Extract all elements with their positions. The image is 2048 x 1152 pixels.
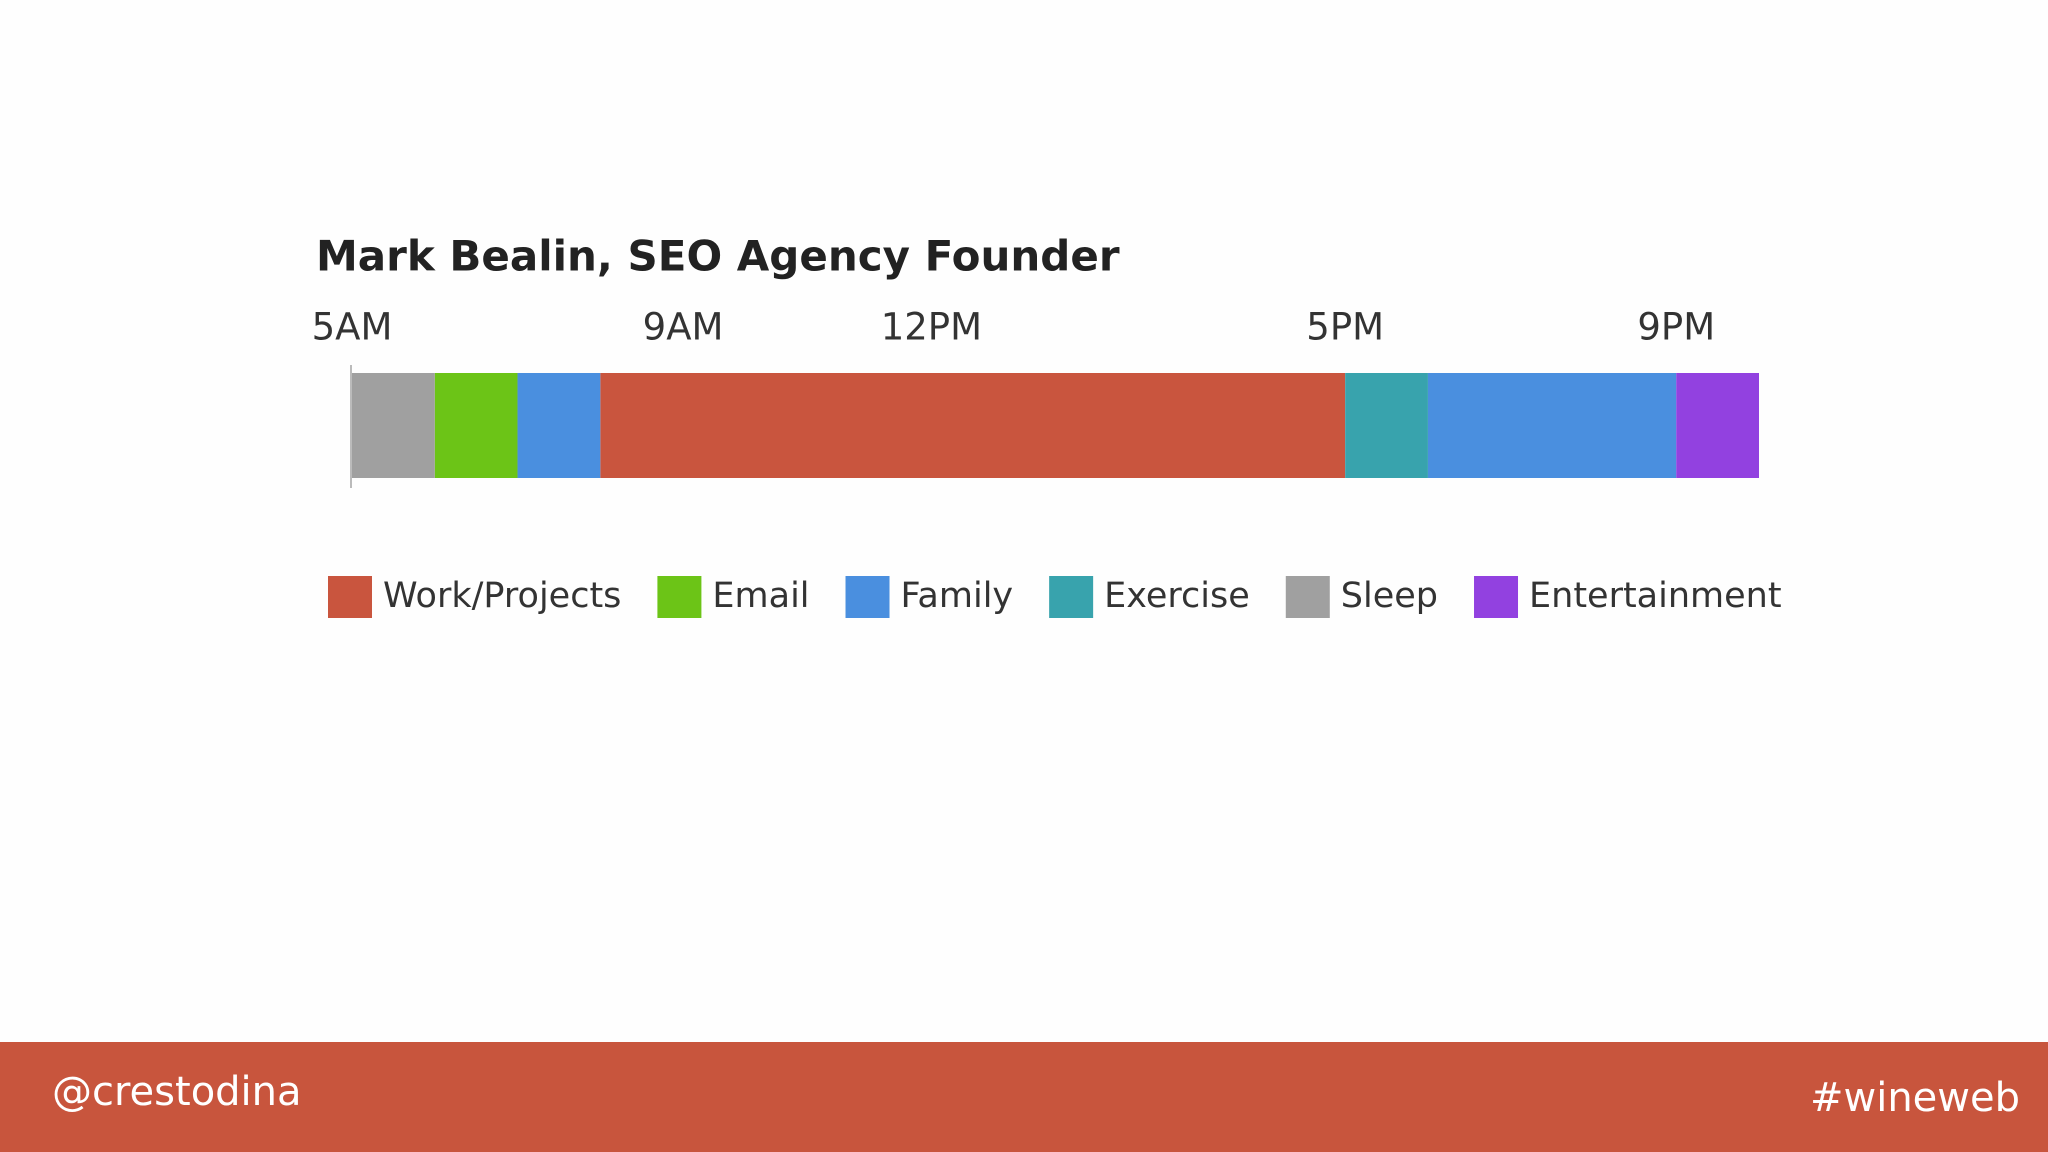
legend-swatch <box>328 576 372 618</box>
x-tick-label: 9AM <box>643 306 724 349</box>
x-tick-label: 12PM <box>881 306 982 349</box>
bar-segment <box>1676 373 1759 478</box>
footer-bar <box>0 1042 2048 1152</box>
legend-swatch <box>657 576 702 618</box>
legend-label: Work/Projects <box>383 576 621 616</box>
footer-handle: @crestodina <box>52 1069 302 1115</box>
bar-segment <box>434 373 518 478</box>
footer-hashtag: #wineweb <box>1810 1075 2020 1121</box>
legend-label: Family <box>901 576 1014 616</box>
bar-segment <box>1427 373 1677 478</box>
legend-label: Email <box>712 576 809 616</box>
legend-swatch <box>1049 576 1094 618</box>
legend-label: Sleep <box>1341 576 1438 616</box>
legend-swatch <box>845 576 890 618</box>
chart-title: Mark Bealin, SEO Agency Founder <box>316 232 1120 281</box>
x-tick-label: 9PM <box>1637 306 1715 349</box>
bar-segment <box>600 373 1346 478</box>
legend-swatch <box>1285 576 1330 618</box>
x-tick-label: 5AM <box>312 306 393 349</box>
bar-segment <box>1345 373 1428 478</box>
bar-segment <box>517 373 601 478</box>
legend-swatch <box>1474 576 1519 618</box>
x-tick-label: 5PM <box>1306 306 1384 349</box>
bar-segment <box>352 373 435 478</box>
legend-label: Exercise <box>1104 576 1250 616</box>
legend-label: Entertainment <box>1529 576 1782 616</box>
